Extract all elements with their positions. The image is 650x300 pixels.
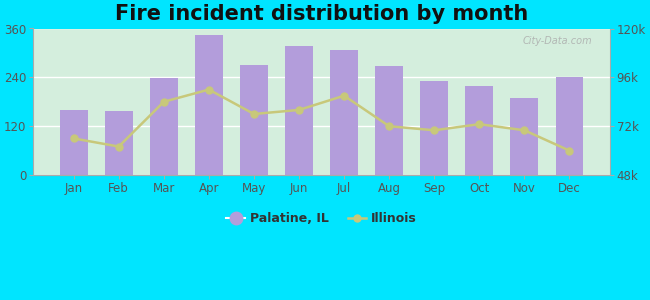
Bar [510, 98, 538, 175]
Text: City-Data.com: City-Data.com [523, 36, 592, 46]
Legend: Palatine, IL, Illinois: Palatine, IL, Illinois [221, 207, 422, 230]
Bar [465, 86, 493, 175]
Bar [330, 50, 358, 175]
Bar [240, 65, 268, 175]
Bar [60, 110, 88, 175]
Bar [105, 111, 133, 175]
Title: Fire incident distribution by month: Fire incident distribution by month [115, 4, 528, 24]
Bar [421, 81, 448, 175]
Bar [195, 34, 223, 175]
Bar [285, 46, 313, 175]
Bar [556, 76, 584, 175]
Bar [375, 66, 403, 175]
Bar [150, 78, 177, 175]
